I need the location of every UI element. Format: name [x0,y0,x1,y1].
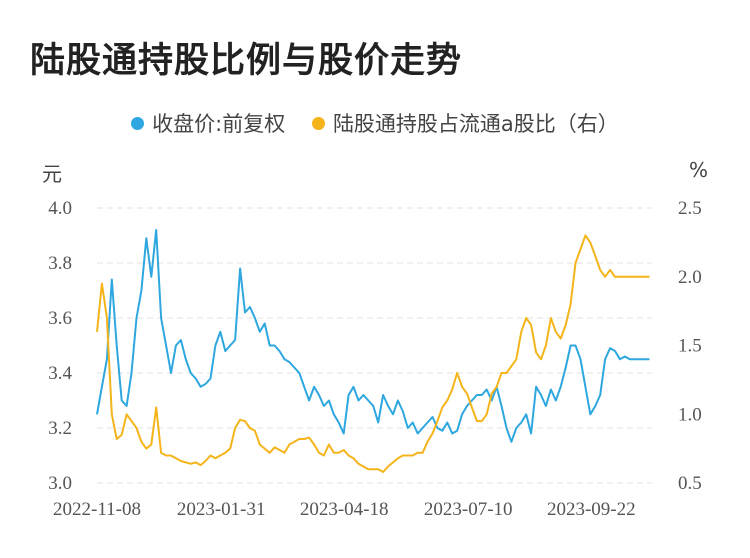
legend-item-price[interactable]: 收盘价:前复权 [131,108,285,138]
y-left-tick-label: 3.8 [48,253,72,274]
tick-labels: 3.0 3.2 3.4 3.6 3.8 4.0 0.5 1.0 1.5 2.0 2.5 2022-11… [48,198,702,520]
left-axis-unit: 元 [42,162,62,186]
x-tick-label: 2023-04-18 [300,499,389,520]
legend-marker-holding [311,116,325,130]
y-right-tick-label: 1.0 [678,404,702,425]
right-axis-unit: % [688,158,708,182]
series-line-price [96,229,650,443]
x-tick-label: 2023-09-22 [547,499,636,520]
legend-marker-price [131,116,145,130]
legend-label-holding: 陆股通持股占流通a股比（右） [332,112,619,136]
chart-title: 陆股通持股比例与股价走势 [30,41,463,81]
series-line-holding-ratio [96,234,650,473]
y-left-tick-label: 3.6 [48,308,72,329]
legend: 收盘价:前复权 陆股通持股占流通a股比（右） [0,108,750,138]
x-tick-label: 2022-11-08 [53,499,141,520]
series-lines [96,229,650,473]
y-left-tick-label: 3.0 [48,473,72,494]
y-left-tick-label: 4.0 [48,198,72,219]
y-right-tick-label: 2.0 [678,267,702,288]
y-right-tick-label: 2.5 [678,198,702,219]
grid-lines [97,207,652,484]
x-tick-label: 2023-01-31 [177,499,266,520]
y-left-tick-label: 3.2 [48,418,72,439]
y-right-tick-label: 0.5 [678,473,702,494]
x-tick-label: 2023-07-10 [424,499,513,520]
legend-label-price: 收盘价:前复权 [152,112,286,136]
y-right-tick-label: 1.5 [678,336,702,357]
y-left-tick-label: 3.4 [48,363,72,384]
legend-item-holding[interactable]: 陆股通持股占流通a股比（右） [311,108,619,138]
